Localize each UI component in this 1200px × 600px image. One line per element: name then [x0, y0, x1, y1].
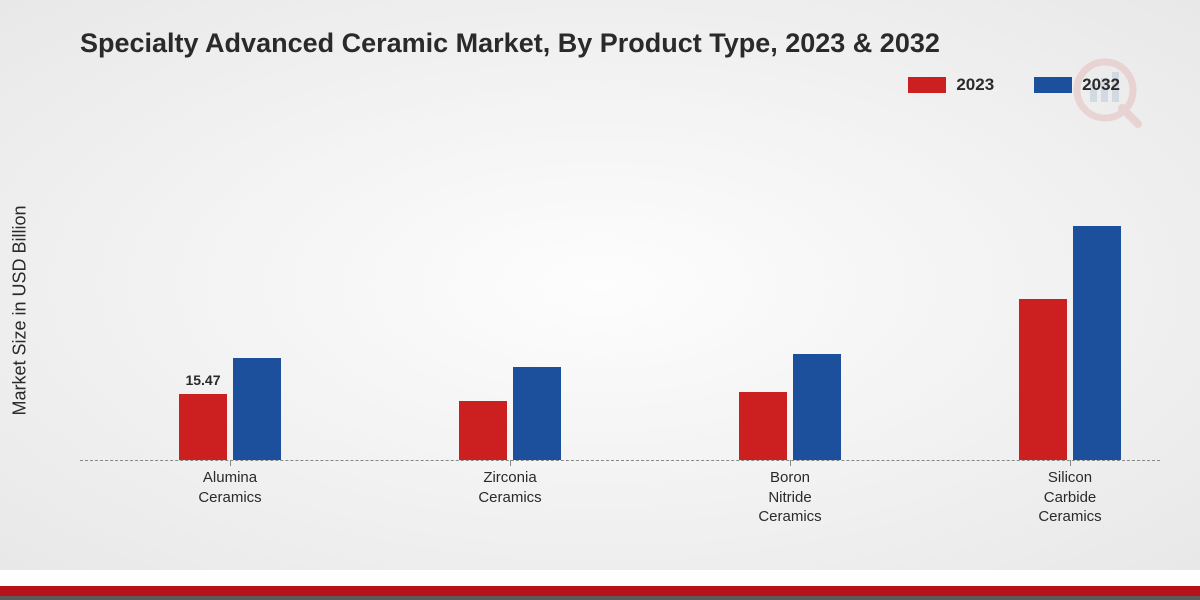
legend-label-2023: 2023	[956, 75, 994, 95]
plot-area: 15.47	[80, 120, 1160, 460]
x-tick	[230, 460, 231, 466]
x-tick	[1070, 460, 1071, 466]
bar-group	[739, 354, 841, 460]
chart-container: Specialty Advanced Ceramic Market, By Pr…	[0, 0, 1200, 570]
bar-2032	[793, 354, 841, 460]
chart-title: Specialty Advanced Ceramic Market, By Pr…	[80, 28, 940, 59]
legend-swatch-2032	[1034, 77, 1072, 93]
x-axis-category-label: BoronNitrideCeramics	[730, 468, 850, 527]
bar-group	[1019, 226, 1121, 460]
x-axis-category-label: SiliconCarbideCeramics	[1010, 468, 1130, 527]
legend-item-2032: 2032	[1034, 75, 1120, 95]
footer-red-stripe	[0, 586, 1200, 596]
x-axis-baseline	[80, 460, 1160, 461]
bar-group	[179, 358, 281, 460]
legend-item-2023: 2023	[908, 75, 994, 95]
x-tick	[510, 460, 511, 466]
bar-2023	[179, 394, 227, 460]
bar-2032	[1073, 226, 1121, 460]
legend-swatch-2023	[908, 77, 946, 93]
bar-2023	[739, 392, 787, 460]
x-tick	[790, 460, 791, 466]
bar-group	[459, 367, 561, 461]
bar-2032	[233, 358, 281, 460]
bar-2023	[459, 401, 507, 461]
bar-2032	[513, 367, 561, 461]
x-axis-category-label: AluminaCeramics	[170, 468, 290, 507]
y-axis-label: Market Size in USD Billion	[10, 205, 31, 415]
footer-grey-stripe	[0, 596, 1200, 600]
x-axis-category-label: ZirconiaCeramics	[450, 468, 570, 507]
legend: 2023 2032	[908, 75, 1120, 95]
footer-bar	[0, 586, 1200, 600]
bar-2023	[1019, 299, 1067, 461]
legend-label-2032: 2032	[1082, 75, 1120, 95]
